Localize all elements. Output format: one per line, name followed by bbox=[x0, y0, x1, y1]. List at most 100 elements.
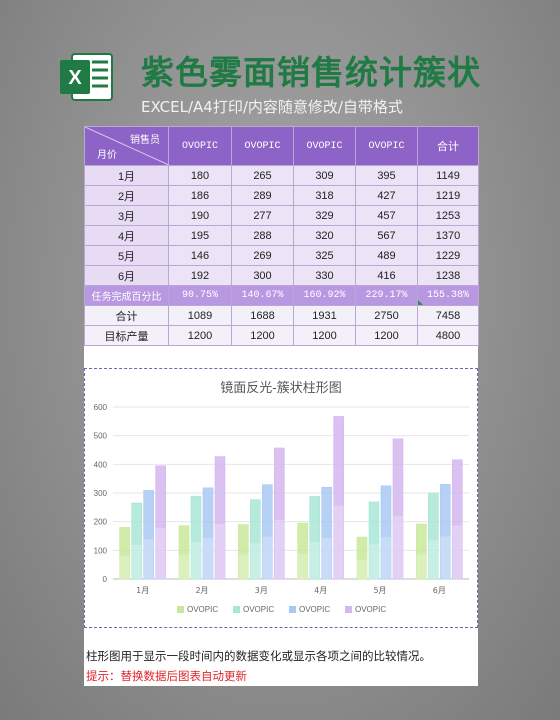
sales-table: 销售员 月价 OVOPIC OVOPIC OVOPIC OVOPIC 合计 1月… bbox=[84, 126, 479, 346]
table-cell: 1219 bbox=[417, 185, 479, 206]
table-row: 3月 190 277 329 457 1253 bbox=[84, 205, 479, 226]
row-label: 2月 bbox=[84, 185, 169, 206]
table-cell: 300 bbox=[231, 265, 294, 286]
table-cell: 489 bbox=[355, 245, 418, 266]
table-cell: 140.67% bbox=[231, 285, 294, 306]
table-cell: 457 bbox=[355, 205, 418, 226]
table-cell: 1688 bbox=[231, 305, 294, 326]
y-tick-label: 300 bbox=[94, 489, 108, 498]
table-cell: 190 bbox=[168, 205, 232, 226]
bar-reflection bbox=[274, 520, 285, 579]
bar-reflection bbox=[369, 544, 379, 579]
diagonal-line bbox=[85, 127, 169, 165]
bar-reflection bbox=[250, 543, 261, 579]
bar-reflection bbox=[119, 555, 130, 579]
page-subtitle: EXCEL/A4打印/内容随意修改/自带格式 bbox=[141, 98, 403, 116]
table-cell: 186 bbox=[168, 185, 232, 206]
bar bbox=[416, 523, 427, 580]
table-cell: 1200 bbox=[293, 325, 356, 346]
table-cell: 329 bbox=[293, 205, 356, 226]
table-cell: 7458 bbox=[417, 305, 479, 326]
table-cell: 90.75% bbox=[168, 285, 232, 306]
excel-icon: X bbox=[60, 53, 113, 101]
legend-label: OVOPIC bbox=[355, 605, 386, 614]
table-row: 1月 180 265 309 395 1149 bbox=[84, 165, 479, 186]
x-tick-label: 4月 bbox=[314, 586, 327, 595]
table-cell: 1149 bbox=[417, 165, 479, 186]
sum-row: 合计 1089 1688 1931 2750 7458 bbox=[84, 305, 479, 326]
table-cell: 180 bbox=[168, 165, 232, 186]
bar bbox=[202, 487, 214, 580]
table-cell: 229.17% bbox=[355, 285, 418, 306]
bar-reflection bbox=[309, 541, 320, 579]
bar bbox=[155, 465, 166, 580]
row-label: 任务完成百分比 bbox=[84, 285, 169, 306]
table-cell: 265 bbox=[231, 165, 294, 186]
table-cell: 1200 bbox=[355, 325, 418, 346]
table-cell: 330 bbox=[293, 265, 356, 286]
bar-reflection bbox=[203, 537, 213, 579]
y-tick-label: 500 bbox=[94, 432, 108, 441]
rate-row: 任务完成百分比 90.75% 140.67% 160.92% 229.17% 1… bbox=[84, 285, 479, 306]
bar-reflection bbox=[155, 528, 166, 579]
row-label: 6月 bbox=[84, 265, 169, 286]
row-label: 5月 bbox=[84, 245, 169, 266]
target-row: 目标产量 1200 1200 1200 1200 4800 bbox=[84, 325, 479, 346]
column-header: OVOPIC bbox=[168, 126, 232, 166]
bar bbox=[274, 447, 285, 580]
table-cell: 309 bbox=[293, 165, 356, 186]
table-cell: 1931 bbox=[293, 305, 356, 326]
bar-chart: 0 100 200 300 400 500 600 1月 2月 3月 4月 5月 6月 OVOPIC OVO… bbox=[94, 403, 469, 614]
row-label: 目标产量 bbox=[84, 325, 169, 346]
row-label: 4月 bbox=[84, 225, 169, 246]
x-tick-label: 1月 bbox=[136, 586, 149, 595]
bar-reflection bbox=[191, 541, 201, 579]
table-cell: 289 bbox=[231, 185, 294, 206]
bar bbox=[428, 492, 439, 580]
corner-header-cell: 销售员 月价 bbox=[84, 126, 169, 166]
bar-reflection bbox=[428, 540, 439, 579]
bar-reflection bbox=[452, 525, 463, 579]
table-row: 4月 195 288 320 567 1370 bbox=[84, 225, 479, 246]
x-tick-label: 3月 bbox=[255, 586, 268, 595]
chart-title: 镜面反光-簇状柱形图 bbox=[220, 381, 342, 396]
table-row: 2月 186 289 318 427 1219 bbox=[84, 185, 479, 206]
legend-label: OVOPIC bbox=[299, 605, 330, 614]
table-cell: 269 bbox=[231, 245, 294, 266]
bar-reflection bbox=[321, 537, 332, 579]
y-tick-label: 200 bbox=[94, 518, 108, 527]
bar-reflection bbox=[179, 555, 189, 579]
bar-reflection bbox=[131, 544, 142, 579]
bar-reflection bbox=[238, 554, 249, 579]
table-cell: 427 bbox=[355, 185, 418, 206]
bar bbox=[131, 502, 142, 580]
x-tick-label: 6月 bbox=[433, 586, 446, 595]
table-cell: 395 bbox=[355, 165, 418, 186]
bar-reflection bbox=[393, 515, 403, 579]
bar-reflection bbox=[297, 553, 308, 579]
table-header-row: 销售员 月价 OVOPIC OVOPIC OVOPIC OVOPIC 合计 bbox=[84, 126, 479, 166]
table-cell: 1200 bbox=[231, 325, 294, 346]
corner-bottom-label: 月价 bbox=[97, 150, 117, 161]
page-header: X 紫色雾面销售统计簇状 EXCEL/A4打印/内容随意修改/自带格式 bbox=[0, 0, 560, 124]
table-cell: 1253 bbox=[417, 205, 479, 226]
bar bbox=[238, 524, 249, 580]
column-header: OVOPIC bbox=[231, 126, 294, 166]
bar bbox=[368, 501, 380, 580]
bar bbox=[214, 456, 226, 580]
table-cell: 325 bbox=[293, 245, 356, 266]
row-label: 3月 bbox=[84, 205, 169, 226]
table-cell: 2750 bbox=[355, 305, 418, 326]
table-cell: 320 bbox=[293, 225, 356, 246]
bar-reflection bbox=[143, 539, 154, 579]
legend-label: OVOPIC bbox=[187, 605, 218, 614]
table-row: 6月 192 300 330 416 1238 bbox=[84, 265, 479, 286]
legend-swatch bbox=[289, 606, 296, 613]
tip-text: 提示：替换数据后图表自动更新 bbox=[86, 669, 247, 683]
table-cell: 277 bbox=[231, 205, 294, 226]
svg-text:X: X bbox=[68, 67, 82, 89]
bar bbox=[392, 438, 404, 580]
y-tick-label: 600 bbox=[94, 403, 108, 412]
bar bbox=[250, 499, 261, 580]
row-label: 1月 bbox=[84, 165, 169, 186]
